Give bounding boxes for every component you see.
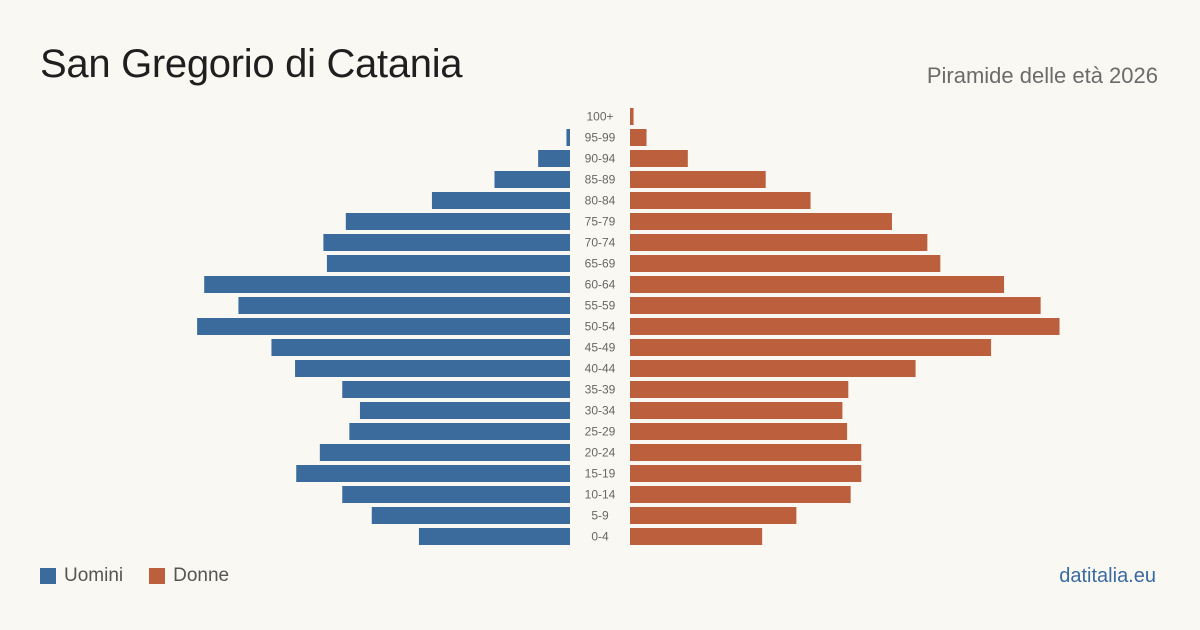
age-label-85-89: 85-89 bbox=[585, 173, 616, 187]
bar-donne-75-79 bbox=[630, 213, 892, 230]
bar-donne-55-59 bbox=[630, 297, 1041, 314]
bar-donne-5-9 bbox=[630, 507, 797, 524]
legend-swatch-uomini bbox=[40, 568, 56, 584]
bar-donne-10-14 bbox=[630, 486, 851, 503]
bar-uomini-95-99 bbox=[566, 129, 570, 146]
age-label-30-34: 30-34 bbox=[585, 404, 616, 418]
age-label-45-49: 45-49 bbox=[585, 341, 616, 355]
bar-uomini-90-94 bbox=[538, 150, 570, 167]
bar-donne-65-69 bbox=[630, 255, 941, 272]
age-label-80-84: 80-84 bbox=[585, 194, 616, 208]
bar-uomini-60-64 bbox=[204, 276, 570, 293]
bar-donne-85-89 bbox=[630, 171, 766, 188]
bar-uomini-5-9 bbox=[371, 507, 570, 524]
age-label-20-24: 20-24 bbox=[585, 446, 616, 460]
age-label-90-94: 90-94 bbox=[585, 152, 616, 166]
bar-uomini-55-59 bbox=[238, 297, 571, 314]
bar-donne-35-39 bbox=[630, 381, 849, 398]
bar-uomini-65-69 bbox=[326, 255, 570, 272]
bar-uomini-20-24 bbox=[319, 444, 570, 461]
age-label-50-54: 50-54 bbox=[585, 320, 616, 334]
legend-item-donne: Donne bbox=[149, 565, 229, 587]
bar-uomini-70-74 bbox=[323, 234, 570, 251]
bar-uomini-0-4 bbox=[418, 528, 570, 545]
age-label-40-44: 40-44 bbox=[585, 362, 616, 376]
bar-donne-20-24 bbox=[630, 444, 862, 461]
legend-item-uomini: Uomini bbox=[40, 565, 123, 587]
bar-uomini-80-84 bbox=[431, 192, 570, 209]
bar-donne-30-34 bbox=[630, 402, 843, 419]
bar-uomini-40-44 bbox=[295, 360, 570, 377]
age-label-65-69: 65-69 bbox=[585, 257, 616, 271]
age-label-10-14: 10-14 bbox=[585, 488, 616, 502]
bar-donne-60-64 bbox=[630, 276, 1005, 293]
bar-uomini-25-29 bbox=[349, 423, 570, 440]
bar-uomini-30-34 bbox=[359, 402, 570, 419]
legend-label-uomini: Uomini bbox=[64, 565, 124, 586]
brand-link[interactable]: datitalia.eu bbox=[1059, 565, 1156, 587]
legend-swatch-donne bbox=[149, 568, 166, 584]
age-label-0-4: 0-4 bbox=[591, 530, 609, 544]
page-title: San Gregorio di Catania bbox=[40, 42, 463, 86]
age-label-15-19: 15-19 bbox=[585, 467, 616, 481]
age-label-35-39: 35-39 bbox=[585, 383, 616, 397]
age-label-25-29: 25-29 bbox=[585, 425, 616, 439]
bar-donne-80-84 bbox=[630, 192, 811, 209]
age-label-95-99: 95-99 bbox=[585, 131, 616, 145]
bar-donne-100+ bbox=[630, 108, 634, 125]
bar-donne-70-74 bbox=[630, 234, 928, 251]
legend-label-donne: Donne bbox=[173, 565, 230, 586]
age-label-100+: 100+ bbox=[586, 110, 613, 124]
age-label-70-74: 70-74 bbox=[585, 236, 616, 250]
bar-donne-25-29 bbox=[630, 423, 848, 440]
bar-uomini-10-14 bbox=[342, 486, 570, 503]
bar-donne-15-19 bbox=[630, 465, 862, 482]
bar-uomini-45-49 bbox=[271, 339, 570, 356]
age-label-60-64: 60-64 bbox=[585, 278, 616, 292]
age-label-75-79: 75-79 bbox=[585, 215, 616, 229]
age-label-55-59: 55-59 bbox=[585, 299, 616, 313]
bar-donne-40-44 bbox=[630, 360, 916, 377]
bar-uomini-50-54 bbox=[197, 318, 570, 335]
chart-legend: Uomini Donne bbox=[40, 565, 229, 587]
bar-donne-45-49 bbox=[630, 339, 992, 356]
age-label-5-9: 5-9 bbox=[591, 509, 609, 523]
bar-uomini-85-89 bbox=[494, 171, 570, 188]
chart-subtitle: Piramide delle età 2026 bbox=[926, 63, 1158, 88]
bar-uomini-15-19 bbox=[296, 465, 570, 482]
bar-uomini-35-39 bbox=[342, 381, 570, 398]
bar-uomini-75-79 bbox=[345, 213, 570, 230]
bar-donne-95-99 bbox=[630, 129, 647, 146]
bar-donne-0-4 bbox=[630, 528, 763, 545]
bar-donne-90-94 bbox=[630, 150, 688, 167]
bar-donne-50-54 bbox=[630, 318, 1060, 335]
